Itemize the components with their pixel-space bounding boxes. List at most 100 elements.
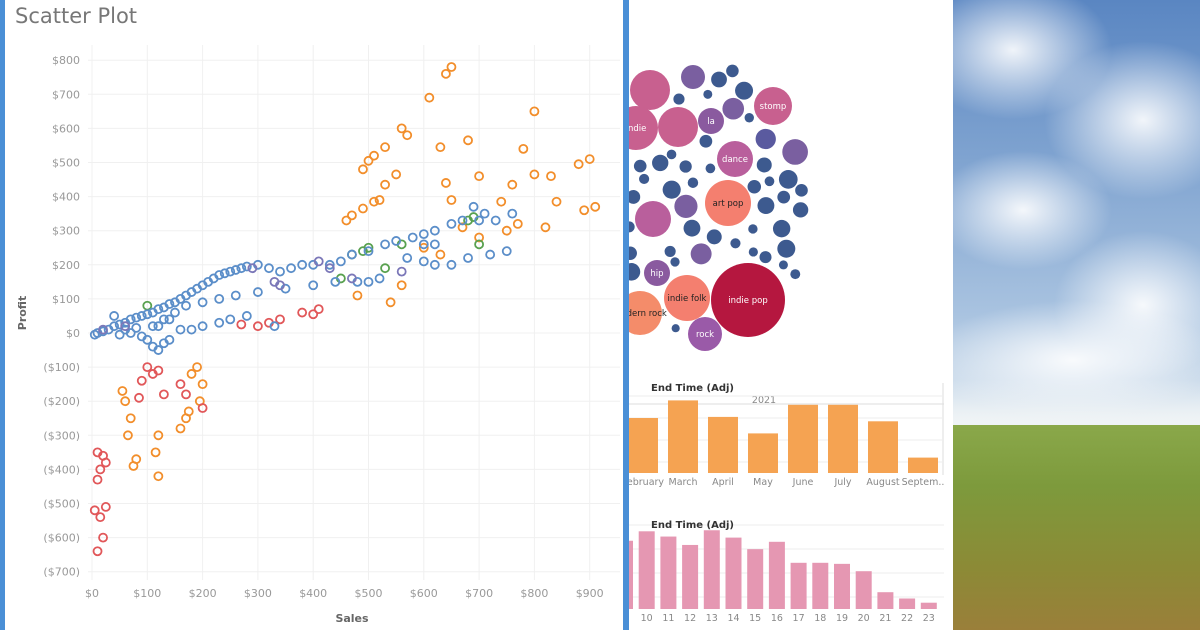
x-tick-label: $800	[520, 587, 548, 600]
scatter-point	[197, 297, 208, 308]
scatter-point	[125, 328, 136, 338]
scatter-point	[123, 430, 133, 441]
scatter-point	[501, 246, 512, 257]
month-bar	[748, 433, 778, 473]
scatter-point	[241, 311, 252, 321]
bubble-label: rock	[696, 330, 714, 340]
scatter-point	[247, 263, 258, 274]
scatter-point	[402, 253, 413, 263]
month-bar	[828, 404, 858, 473]
scatter-point	[584, 154, 595, 164]
scatter-point	[175, 379, 186, 390]
scatter-point	[374, 195, 385, 205]
panel-divider	[623, 0, 629, 630]
scatter-point	[341, 215, 352, 226]
bubble-label: indie pop	[728, 296, 767, 306]
scatter-point	[396, 280, 407, 291]
y-tick-label: $700	[52, 88, 80, 101]
scatter-point	[225, 314, 236, 325]
scatter-point	[164, 314, 175, 325]
scatter-point	[230, 265, 241, 275]
scatter-point	[153, 345, 164, 355]
scatter-point	[313, 256, 324, 267]
bubble-chart: indie la stomp dance art pop hip indie folk ind…	[629, 64, 944, 624]
scatter-point	[363, 155, 374, 166]
scatter-point	[313, 304, 324, 315]
scatter-point	[347, 210, 357, 221]
scatter-point	[468, 201, 479, 212]
scatter-point	[546, 171, 556, 182]
scatter-point	[429, 259, 440, 270]
scatter-point	[507, 179, 518, 190]
hour-bar	[790, 562, 807, 609]
scatter-point	[501, 225, 512, 236]
scatter-point	[214, 270, 225, 280]
scatter-point	[236, 319, 247, 330]
bubble	[635, 201, 671, 237]
bubble	[778, 260, 788, 270]
y-tick-label: ($100)	[43, 361, 80, 374]
month-bar	[788, 404, 818, 473]
scatter-point	[264, 263, 274, 274]
bubble	[698, 108, 724, 134]
scatter-point	[136, 375, 147, 386]
scatter-point	[181, 300, 191, 311]
scatter-point	[153, 430, 164, 441]
y-tick-label: $300	[52, 225, 80, 238]
scatter-point	[446, 62, 457, 72]
hour-bar	[629, 540, 633, 609]
scatter-point	[98, 324, 108, 335]
month-label: July	[833, 477, 851, 488]
bubble	[683, 219, 701, 237]
scatter-point	[252, 287, 263, 297]
scatter-point	[435, 142, 446, 153]
scatter-point	[219, 268, 230, 279]
scatter-point	[424, 92, 435, 103]
bubble	[699, 134, 713, 148]
hour-bar	[682, 544, 699, 609]
bubble	[703, 89, 713, 99]
bubble	[782, 139, 808, 165]
scatter-point	[125, 314, 136, 325]
scatter-point	[352, 290, 363, 301]
scatter-point	[363, 246, 374, 257]
scatter-point	[136, 331, 147, 342]
scatter-point	[441, 68, 451, 79]
month-bar	[629, 418, 658, 473]
dashboard-panel: indie la stomp dance art pop hip indie folk ind…	[629, 0, 951, 630]
scatter-point	[518, 143, 529, 154]
bubble	[777, 190, 791, 204]
scatter-point	[374, 273, 385, 284]
hour-label: 14	[727, 613, 739, 624]
hour-label: 10	[641, 613, 653, 624]
y-tick-label: $500	[52, 157, 80, 170]
month-bar	[908, 457, 938, 473]
hour-label: 16	[771, 613, 783, 624]
scatter-point	[474, 239, 485, 250]
x-tick-label: $200	[189, 587, 217, 600]
scatter-point	[197, 379, 208, 390]
bubble	[730, 238, 741, 249]
bubble-label: modern rock	[629, 309, 667, 319]
hour-bar	[855, 571, 872, 609]
scatter-point	[192, 362, 202, 373]
scatter-point	[214, 293, 225, 304]
scatter-point	[114, 319, 125, 330]
bubble-label: la	[707, 117, 715, 127]
scatter-point	[529, 169, 540, 180]
scatter-point	[153, 365, 164, 376]
scatter-point	[396, 123, 407, 134]
scatter-point	[402, 130, 413, 141]
scatter-point	[507, 208, 518, 219]
scatter-point	[391, 236, 402, 246]
bubble	[755, 128, 776, 150]
scatter-point	[429, 239, 440, 250]
bubble	[722, 97, 745, 120]
scatter-point	[98, 532, 108, 543]
hour-label: 20	[858, 613, 870, 624]
scatter-point	[95, 512, 106, 523]
scatter-point	[330, 276, 341, 287]
scatter-point	[474, 171, 485, 182]
scatter-point	[186, 369, 197, 379]
scatter-point	[128, 461, 139, 471]
